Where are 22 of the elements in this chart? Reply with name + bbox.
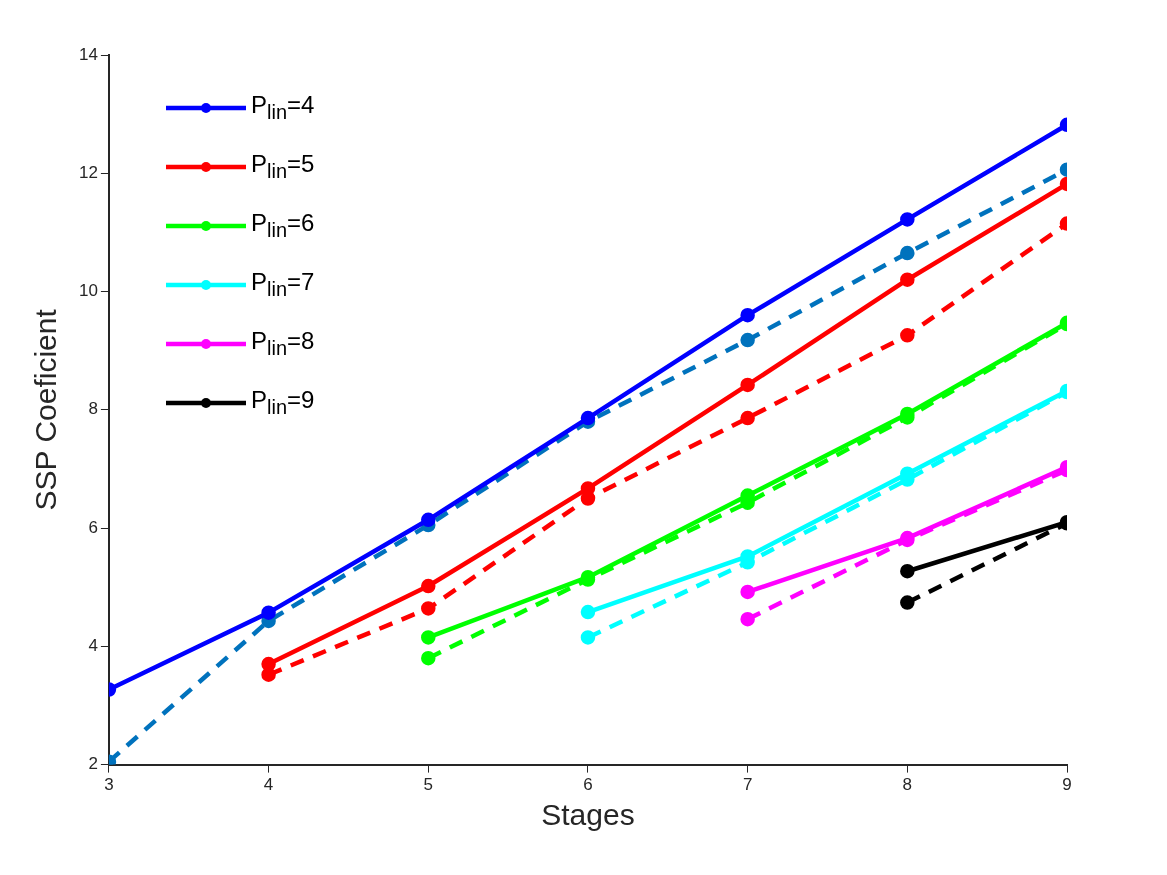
x-axis-title: Stages bbox=[541, 798, 635, 832]
x-tick-label: 7 bbox=[742, 775, 753, 795]
y-tick-label: 10 bbox=[78, 281, 98, 301]
y-tick-label: 14 bbox=[78, 44, 98, 64]
y-tick-label: 12 bbox=[78, 162, 98, 182]
x-tick-label: 4 bbox=[263, 775, 274, 795]
legend-label: P$_{lin}$=5 bbox=[251, 150, 315, 183]
legend-label: P$_{lin}$=7 bbox=[251, 268, 315, 301]
x-tick-label: 6 bbox=[583, 775, 593, 795]
x-tick-label: 5 bbox=[423, 775, 434, 795]
legend-label: P$_{lin}$=4 bbox=[251, 91, 315, 124]
y-tick-label: 6 bbox=[88, 517, 98, 537]
legend-label: P$_{lin}$=8 bbox=[251, 327, 315, 360]
y-tick-label: 4 bbox=[88, 636, 98, 656]
y-axis-title: SSP Coeficient bbox=[29, 308, 63, 511]
y-tick-label: 2 bbox=[88, 754, 98, 774]
x-tick-label: 8 bbox=[902, 775, 913, 795]
x-tick-label: 3 bbox=[104, 775, 114, 795]
y-tick-label: 8 bbox=[88, 399, 98, 419]
legend-label: P$_{lin}$=9 bbox=[251, 386, 315, 419]
legend-label: P$_{lin}$=6 bbox=[251, 209, 315, 242]
x-tick-label: 9 bbox=[1062, 775, 1072, 795]
